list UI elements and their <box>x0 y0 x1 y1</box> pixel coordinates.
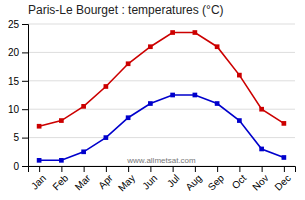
x-tick-mark <box>284 166 285 172</box>
x-tick: Feb <box>50 166 70 192</box>
marker <box>170 30 175 35</box>
x-tick-mark <box>150 166 151 172</box>
plot-area: 0 5 10 15 20 25 JanFebMarAprMayJun JulAugSepOct… <box>8 19 296 194</box>
y-tick-mark <box>22 24 28 25</box>
marker <box>170 93 175 98</box>
x-tick-label: Oct <box>230 172 249 191</box>
x-tick-label: Feb <box>50 172 70 192</box>
x-tick-mark <box>106 166 107 172</box>
x-tick-label: May <box>116 172 137 193</box>
x-tick: Jun <box>140 166 159 192</box>
grid <box>28 24 295 166</box>
marker <box>193 93 198 98</box>
y-tick: 0 <box>13 161 28 172</box>
x-tick-mark <box>195 166 196 172</box>
x-tick-label: Aug <box>183 172 203 192</box>
y-tick-label: 0 <box>13 161 19 172</box>
y-tick-label: 15 <box>8 76 20 87</box>
grid-line <box>28 80 295 81</box>
y-tick-label: 10 <box>8 104 20 115</box>
x-tick-mark <box>61 166 62 172</box>
y-tick: 10 <box>8 104 28 115</box>
marker <box>59 158 64 163</box>
marker <box>148 101 153 106</box>
x-tick: Apr <box>96 166 115 191</box>
marks <box>37 30 286 162</box>
line <box>39 33 284 127</box>
y-tick-label: 25 <box>8 19 20 30</box>
x-tick: Jul <box>165 166 182 189</box>
marker <box>259 147 264 152</box>
grid-line <box>28 137 295 138</box>
x-tick-label: Jan <box>29 172 48 191</box>
marker <box>126 115 131 120</box>
x-tick-mark <box>239 166 240 172</box>
marker <box>59 118 64 123</box>
annotation: www.allmetsat.com <box>126 156 196 165</box>
y-tick: 5 <box>13 132 28 143</box>
marker <box>282 155 287 160</box>
grid-line <box>28 52 295 53</box>
x-tick: Nov <box>250 166 270 193</box>
x-tick: Aug <box>183 166 203 193</box>
marker <box>81 149 86 154</box>
x-tick-mark <box>39 166 40 172</box>
x-axis-line <box>29 167 296 173</box>
marker <box>148 44 153 49</box>
y-tick: 20 <box>8 47 28 58</box>
x-tick-label: Nov <box>250 172 270 192</box>
title: Paris-Le Bourget : temperatures (°C) <box>28 3 224 17</box>
y-axis-line <box>22 25 29 167</box>
x-tick-label: Jul <box>165 172 182 189</box>
marker <box>104 84 109 89</box>
x-tick-label: Dec <box>272 172 292 192</box>
x-tick-mark <box>217 166 218 172</box>
x-tick-label: Jun <box>140 172 159 191</box>
x-tick-mark <box>84 166 85 172</box>
marker <box>215 101 220 106</box>
y-tick: 25 <box>8 19 28 30</box>
marker <box>193 30 198 35</box>
y-tick-mark <box>22 138 28 139</box>
marker <box>81 104 86 109</box>
x-tick: Sep <box>206 166 227 193</box>
line <box>39 95 284 160</box>
y-axis: 0 5 10 15 20 25 <box>8 19 29 172</box>
x-tick: Oct <box>230 166 249 191</box>
marker <box>237 118 242 123</box>
x-axis: JanFebMarAprMayJun JulAugSepOctNovDec <box>29 166 296 194</box>
x-tick-label: Mar <box>73 172 93 192</box>
x-tick-mark <box>262 166 263 172</box>
y-tick-mark <box>22 109 28 110</box>
grid-line <box>28 24 295 25</box>
x-tick-mark <box>173 166 174 172</box>
marker <box>282 121 287 126</box>
x-tick: Mar <box>73 166 93 192</box>
y-tick-mark <box>22 166 28 167</box>
x-tick-label: Apr <box>96 172 115 191</box>
y-tick: 15 <box>8 76 28 87</box>
marker <box>37 158 42 163</box>
grid-line <box>28 109 295 110</box>
marker <box>37 124 42 129</box>
y-tick-mark <box>22 52 28 53</box>
marker <box>237 73 242 78</box>
marker <box>215 44 220 49</box>
marker <box>259 107 264 112</box>
x-tick-label: Sep <box>206 172 227 193</box>
x-tick: Dec <box>272 166 292 193</box>
marker <box>104 135 109 140</box>
marker <box>126 61 131 66</box>
y-tick-label: 5 <box>13 132 19 143</box>
y-tick-mark <box>22 81 28 82</box>
x-tick: Jan <box>29 166 48 192</box>
chart: 0 5 10 15 20 25 JanFebMarAprMayJun JulAugSepOct… <box>0 0 305 200</box>
x-tick-mark <box>128 166 129 172</box>
x-tick: May <box>116 166 137 194</box>
y-tick-label: 20 <box>8 47 20 58</box>
